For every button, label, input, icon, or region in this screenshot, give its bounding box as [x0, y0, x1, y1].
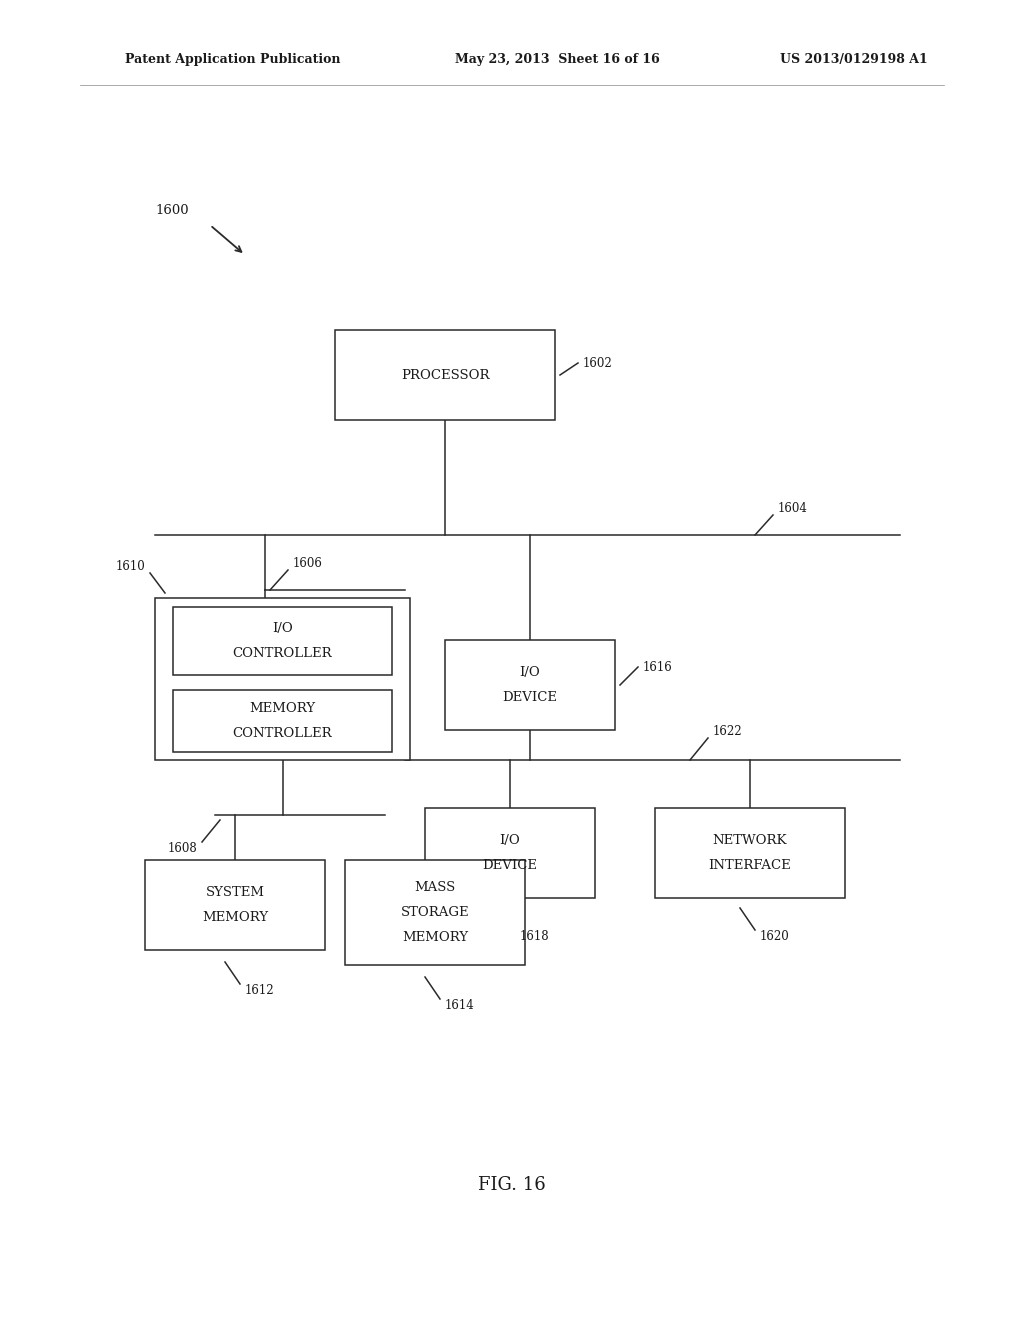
Text: INTERFACE: INTERFACE — [709, 859, 792, 873]
Bar — [173, 607, 392, 675]
Text: 1618: 1618 — [520, 931, 550, 942]
Bar — [335, 330, 555, 420]
Text: 1610: 1610 — [116, 560, 145, 573]
Text: I/O: I/O — [272, 622, 293, 635]
Text: 1608: 1608 — [167, 842, 197, 855]
Text: 1612: 1612 — [245, 983, 274, 997]
Text: I/O: I/O — [519, 667, 541, 678]
Text: SYSTEM: SYSTEM — [206, 886, 264, 899]
Bar — [155, 598, 410, 760]
Text: 1614: 1614 — [445, 999, 475, 1012]
Text: MEMORY: MEMORY — [202, 911, 268, 924]
Text: 1604: 1604 — [778, 502, 808, 515]
Text: Patent Application Publication: Patent Application Publication — [125, 54, 341, 66]
Text: 1602: 1602 — [583, 356, 612, 370]
Bar — [655, 808, 845, 898]
Text: NETWORK: NETWORK — [713, 834, 787, 847]
Text: MEMORY: MEMORY — [402, 931, 468, 944]
Text: STORAGE: STORAGE — [400, 906, 469, 919]
Text: DEVICE: DEVICE — [503, 690, 557, 704]
Text: CONTROLLER: CONTROLLER — [232, 647, 333, 660]
Bar — [173, 690, 392, 752]
Text: US 2013/0129198 A1: US 2013/0129198 A1 — [780, 54, 928, 66]
Text: MASS: MASS — [415, 880, 456, 894]
Bar — [445, 640, 615, 730]
Text: I/O: I/O — [500, 834, 520, 847]
Text: CONTROLLER: CONTROLLER — [232, 727, 333, 741]
Text: DEVICE: DEVICE — [482, 859, 538, 873]
Bar — [425, 808, 595, 898]
Bar — [345, 861, 525, 965]
Text: PROCESSOR: PROCESSOR — [400, 368, 489, 381]
Text: 1606: 1606 — [293, 557, 323, 570]
Bar — [145, 861, 325, 950]
Text: May 23, 2013  Sheet 16 of 16: May 23, 2013 Sheet 16 of 16 — [455, 54, 659, 66]
Text: 1616: 1616 — [643, 660, 673, 673]
Text: 1600: 1600 — [155, 203, 188, 216]
Text: 1622: 1622 — [713, 725, 742, 738]
Text: 1620: 1620 — [760, 931, 790, 942]
Text: MEMORY: MEMORY — [250, 702, 315, 715]
Text: FIG. 16: FIG. 16 — [478, 1176, 546, 1195]
